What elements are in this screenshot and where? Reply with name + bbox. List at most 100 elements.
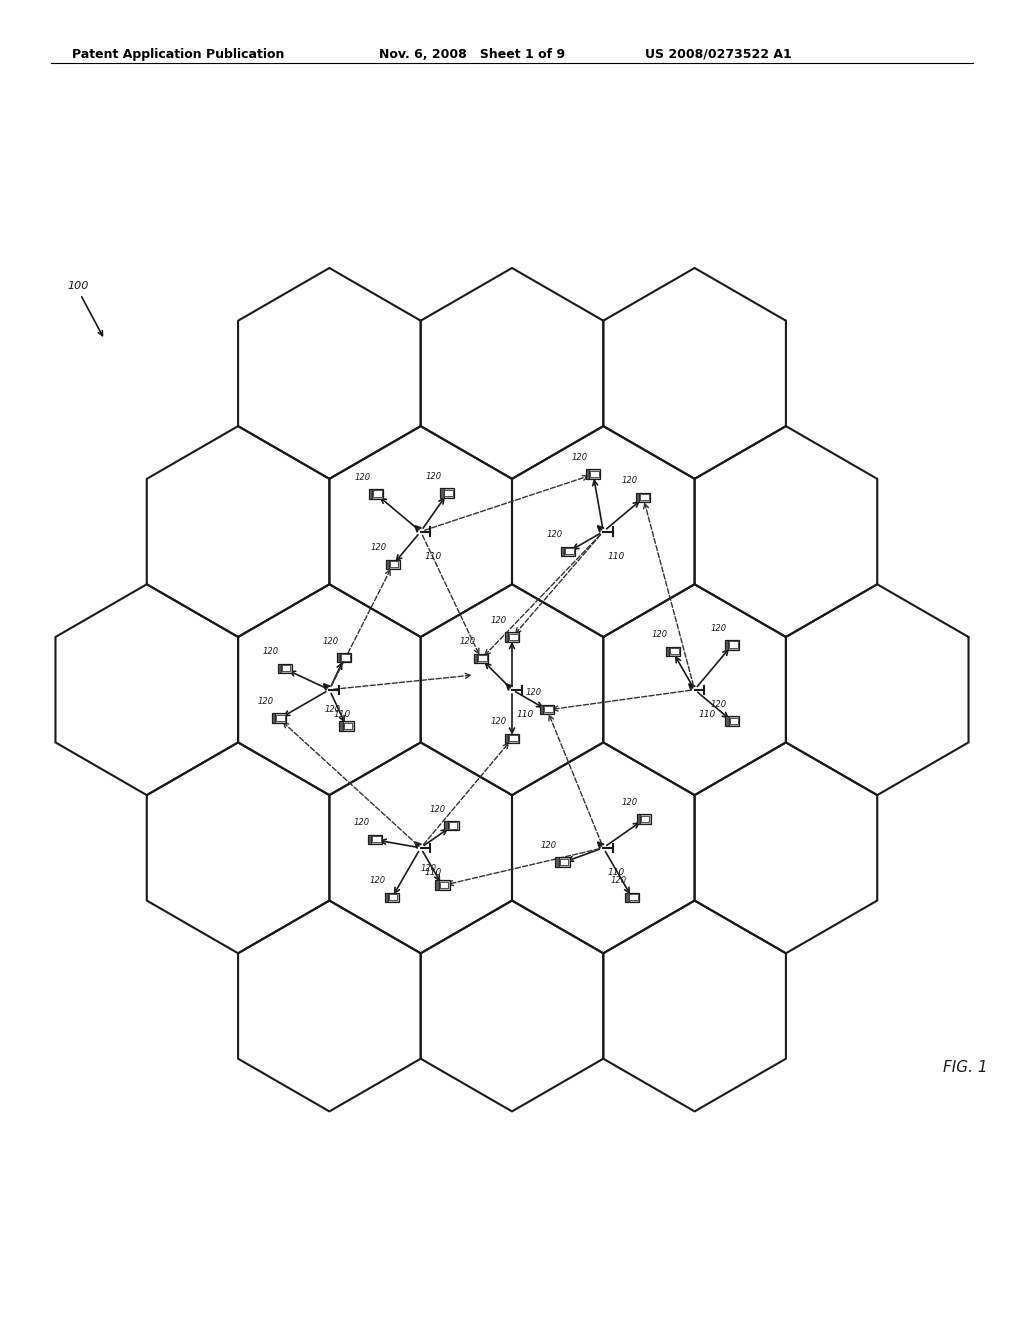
Text: 120: 120 <box>571 453 588 462</box>
Text: 120: 120 <box>263 647 280 656</box>
Text: 120: 120 <box>651 631 668 639</box>
FancyBboxPatch shape <box>509 735 518 742</box>
Text: 120: 120 <box>547 531 562 539</box>
FancyBboxPatch shape <box>636 492 639 503</box>
Text: 110: 110 <box>607 552 625 561</box>
Text: 110: 110 <box>425 867 442 876</box>
FancyBboxPatch shape <box>444 490 453 496</box>
Text: 100: 100 <box>68 281 89 292</box>
FancyBboxPatch shape <box>591 471 599 477</box>
Text: 120: 120 <box>610 876 627 886</box>
Text: 120: 120 <box>421 863 437 873</box>
FancyBboxPatch shape <box>555 858 569 867</box>
FancyBboxPatch shape <box>586 469 600 479</box>
FancyBboxPatch shape <box>555 858 559 867</box>
FancyBboxPatch shape <box>385 892 388 903</box>
Text: 120: 120 <box>430 805 445 813</box>
FancyBboxPatch shape <box>370 490 383 499</box>
FancyBboxPatch shape <box>637 814 651 824</box>
Text: 120: 120 <box>490 717 506 726</box>
Text: Nov. 6, 2008   Sheet 1 of 9: Nov. 6, 2008 Sheet 1 of 9 <box>379 48 565 61</box>
FancyBboxPatch shape <box>640 494 649 500</box>
Text: 120: 120 <box>490 616 506 624</box>
FancyBboxPatch shape <box>729 718 738 723</box>
FancyBboxPatch shape <box>440 488 455 498</box>
Text: FIG. 1: FIG. 1 <box>943 1060 988 1074</box>
Text: Patent Application Publication: Patent Application Publication <box>72 48 284 61</box>
Text: 120: 120 <box>325 705 341 714</box>
FancyBboxPatch shape <box>386 560 399 569</box>
Text: US 2008/0273522 A1: US 2008/0273522 A1 <box>645 48 792 61</box>
FancyBboxPatch shape <box>637 814 640 824</box>
FancyBboxPatch shape <box>444 821 447 830</box>
FancyBboxPatch shape <box>344 722 352 729</box>
FancyBboxPatch shape <box>440 488 443 498</box>
FancyBboxPatch shape <box>337 653 351 663</box>
FancyBboxPatch shape <box>565 548 573 554</box>
Text: 120: 120 <box>257 697 273 706</box>
Text: 120: 120 <box>622 477 638 486</box>
FancyBboxPatch shape <box>725 640 739 649</box>
FancyBboxPatch shape <box>368 834 382 843</box>
Text: 120: 120 <box>460 638 475 647</box>
FancyBboxPatch shape <box>449 822 458 829</box>
FancyBboxPatch shape <box>666 647 680 656</box>
FancyBboxPatch shape <box>389 894 397 900</box>
Text: 120: 120 <box>541 841 557 850</box>
FancyBboxPatch shape <box>374 491 382 496</box>
FancyBboxPatch shape <box>435 880 438 890</box>
Text: 120: 120 <box>370 876 386 886</box>
Text: 110: 110 <box>334 710 351 718</box>
FancyBboxPatch shape <box>559 859 568 865</box>
FancyBboxPatch shape <box>561 546 564 556</box>
FancyBboxPatch shape <box>630 894 638 900</box>
Text: 120: 120 <box>525 688 542 697</box>
FancyBboxPatch shape <box>278 664 281 673</box>
FancyBboxPatch shape <box>540 705 544 714</box>
FancyBboxPatch shape <box>372 836 381 842</box>
FancyBboxPatch shape <box>385 892 398 903</box>
FancyBboxPatch shape <box>540 705 554 714</box>
FancyBboxPatch shape <box>276 715 285 721</box>
Text: 120: 120 <box>711 700 727 709</box>
FancyBboxPatch shape <box>505 734 519 743</box>
Text: 120: 120 <box>426 473 441 480</box>
FancyBboxPatch shape <box>337 653 340 663</box>
Text: 120: 120 <box>622 797 638 807</box>
Text: 120: 120 <box>353 818 370 828</box>
FancyBboxPatch shape <box>435 880 450 890</box>
FancyBboxPatch shape <box>636 492 650 503</box>
FancyBboxPatch shape <box>370 490 373 499</box>
FancyBboxPatch shape <box>272 714 275 723</box>
FancyBboxPatch shape <box>390 561 398 568</box>
FancyBboxPatch shape <box>725 717 728 726</box>
FancyBboxPatch shape <box>641 816 649 822</box>
FancyBboxPatch shape <box>368 834 372 843</box>
FancyBboxPatch shape <box>561 546 575 556</box>
Text: 120: 120 <box>710 623 726 632</box>
FancyBboxPatch shape <box>474 653 477 663</box>
Text: 120: 120 <box>354 473 371 482</box>
Text: 110: 110 <box>607 867 625 876</box>
FancyBboxPatch shape <box>444 821 459 830</box>
FancyBboxPatch shape <box>474 653 488 663</box>
FancyBboxPatch shape <box>386 560 389 569</box>
FancyBboxPatch shape <box>666 647 669 656</box>
FancyBboxPatch shape <box>670 648 679 655</box>
Text: 120: 120 <box>371 544 387 552</box>
FancyBboxPatch shape <box>725 640 728 649</box>
Text: 110: 110 <box>516 710 534 718</box>
Text: 110: 110 <box>425 552 442 561</box>
FancyBboxPatch shape <box>272 714 287 723</box>
FancyBboxPatch shape <box>505 632 519 642</box>
FancyBboxPatch shape <box>339 721 343 731</box>
FancyBboxPatch shape <box>478 655 487 661</box>
Text: 120: 120 <box>323 636 339 645</box>
FancyBboxPatch shape <box>341 655 350 660</box>
FancyBboxPatch shape <box>545 706 553 713</box>
FancyBboxPatch shape <box>505 632 508 642</box>
FancyBboxPatch shape <box>282 665 291 672</box>
FancyBboxPatch shape <box>729 642 737 648</box>
FancyBboxPatch shape <box>505 734 508 743</box>
FancyBboxPatch shape <box>626 892 629 903</box>
